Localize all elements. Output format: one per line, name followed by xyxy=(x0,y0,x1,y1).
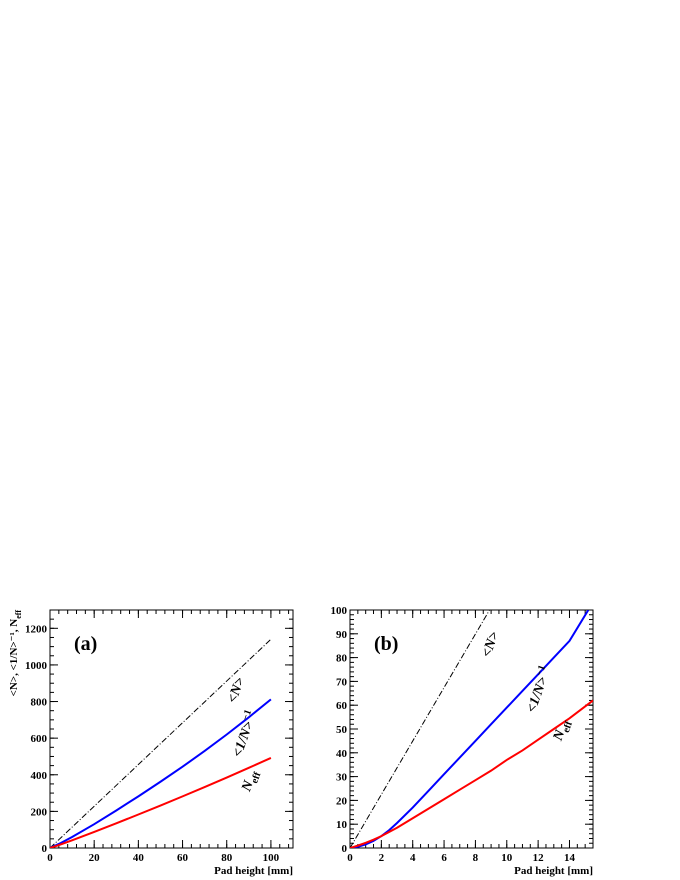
y-tick-label: 50 xyxy=(336,724,348,736)
y-tick-label: 10 xyxy=(336,819,348,831)
x-axis-title: Pad height [mm] xyxy=(214,865,293,877)
curve-label: Neff xyxy=(550,717,575,745)
x-tick-label: 0 xyxy=(347,852,353,864)
x-tick-label: 40 xyxy=(133,852,145,864)
x-tick-label: 10 xyxy=(501,852,513,864)
y-tick-label: 20 xyxy=(336,795,348,807)
y-tick-label: 90 xyxy=(336,629,348,641)
y-tick-label: 0 xyxy=(342,843,348,855)
series-group xyxy=(350,610,593,848)
x-tick-label: 14 xyxy=(564,852,576,864)
x-tick-label: 12 xyxy=(533,852,545,864)
series-group xyxy=(50,638,272,848)
curve-label: Neff xyxy=(239,768,264,796)
series-line xyxy=(350,610,490,848)
x-tick-label: 2 xyxy=(379,852,385,864)
y-tick-label: 600 xyxy=(31,733,48,745)
panel-label: (a) xyxy=(74,633,97,655)
y-tick-label: 200 xyxy=(31,806,48,818)
panel-b: 0 2 4 6 8 10 12 14 0 10 20 30 40 50 60 70 80 90 100 Pad hei… xyxy=(331,605,594,877)
y-tick-label: 1000 xyxy=(25,660,48,672)
y-axis-title: <N>, <1/N>⁻¹, Neff xyxy=(8,610,23,697)
y-tick-label: 100 xyxy=(331,605,348,617)
x-tick-label: 100 xyxy=(263,852,280,864)
y-tick-label: 800 xyxy=(31,697,48,709)
x-tick-label: 0 xyxy=(47,852,53,864)
series-line xyxy=(350,699,593,848)
y-tick-label: 70 xyxy=(336,676,348,688)
y-tick-label: 60 xyxy=(336,700,348,712)
curve-label: <1/N>−1 xyxy=(522,664,555,715)
y-tick-label: 40 xyxy=(336,748,348,760)
y-tick-label: 1200 xyxy=(25,623,48,635)
x-tick-label: 20 xyxy=(89,852,101,864)
y-tick-label: 400 xyxy=(31,770,48,782)
y-tick-label: 0 xyxy=(42,843,48,855)
x-axis-title: Pad height [mm] xyxy=(514,865,593,877)
series-line xyxy=(50,638,272,848)
series-line xyxy=(350,610,590,848)
y-tick-label: 30 xyxy=(336,772,348,784)
x-tick-label: 80 xyxy=(221,852,233,864)
x-tick-label: 8 xyxy=(473,852,479,864)
y-tick-label: 80 xyxy=(336,653,348,665)
series-line xyxy=(50,698,272,848)
curve-label: <1/N>−1 xyxy=(227,708,260,759)
curve-label: <N> xyxy=(479,630,502,660)
series-line xyxy=(50,757,272,848)
x-tick-label: 4 xyxy=(410,852,416,864)
panel-label: (b) xyxy=(374,633,398,655)
x-tick-label: 60 xyxy=(177,852,189,864)
x-tick-label: 6 xyxy=(441,852,447,864)
